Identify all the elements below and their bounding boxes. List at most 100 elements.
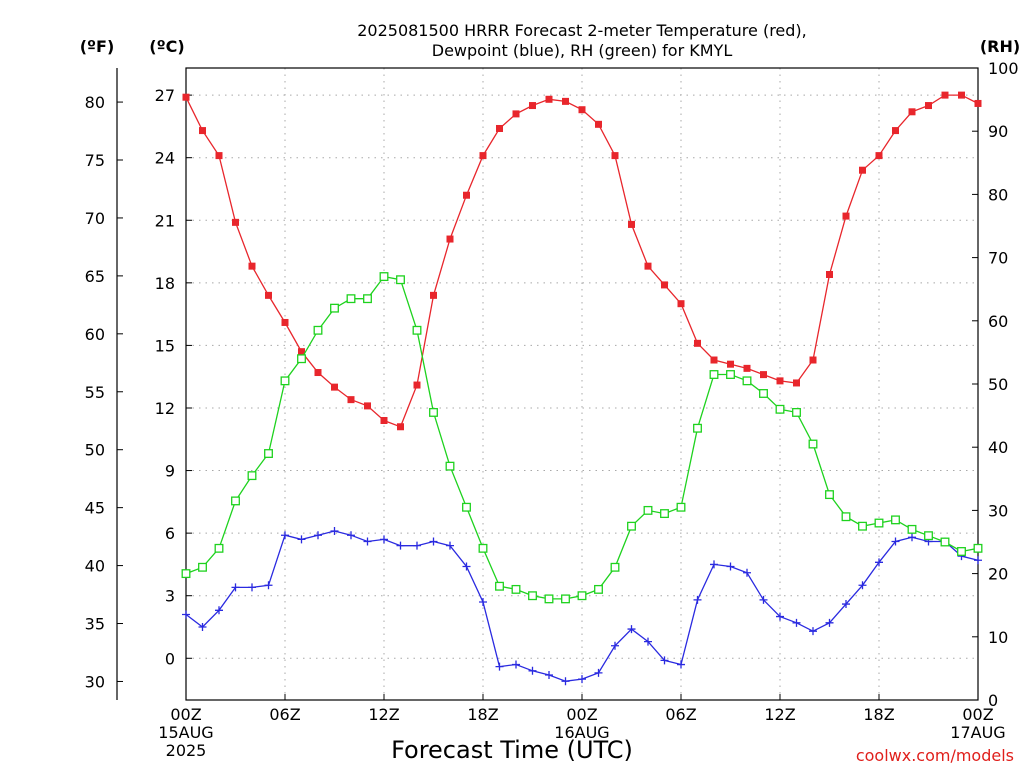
data-point — [726, 370, 735, 379]
fahrenheit-tick-label: 55 — [85, 383, 105, 402]
data-point — [644, 262, 652, 270]
plot-frame — [185, 67, 979, 701]
data-point — [198, 562, 207, 572]
celsius-tick-label: 18 — [155, 274, 175, 293]
data-point — [380, 535, 388, 544]
data-point — [594, 668, 603, 677]
rh-tick-label: 70 — [988, 249, 1008, 268]
data-point — [825, 490, 834, 500]
data-point — [462, 502, 471, 512]
data-point — [562, 97, 569, 105]
time-tick-label: 15AUG — [158, 723, 213, 742]
data-point — [578, 106, 586, 114]
data-point — [314, 369, 322, 377]
data-point — [908, 533, 916, 542]
data-point — [644, 637, 652, 646]
data-point — [297, 535, 306, 544]
data-point — [396, 541, 405, 550]
time-tick-label: 18Z — [863, 705, 894, 724]
data-point — [858, 521, 867, 531]
data-point — [413, 541, 421, 550]
gridlines — [186, 68, 978, 700]
data-point — [495, 662, 504, 671]
data-point — [380, 417, 388, 425]
data-point — [479, 152, 487, 160]
data-point — [544, 594, 554, 604]
data-point — [331, 383, 338, 391]
data-point — [232, 218, 239, 226]
fahrenheit-tick-label: 45 — [85, 499, 105, 518]
data-point — [908, 108, 916, 116]
time-tick-label: 06Z — [269, 705, 300, 724]
fahrenheit-tick-label: 65 — [85, 267, 105, 286]
data-point — [281, 531, 289, 540]
data-point — [958, 91, 965, 99]
data-point — [792, 407, 801, 417]
x-axis-label: Forecast Time (UTC) — [391, 736, 633, 764]
data-point — [776, 612, 784, 621]
data-point — [693, 595, 702, 604]
data-point — [529, 102, 536, 110]
fahrenheit-tick-label: 40 — [85, 557, 105, 576]
fahrenheit-tick-label: 60 — [85, 325, 105, 344]
data-point — [627, 521, 636, 531]
data-point — [363, 537, 372, 546]
data-point — [727, 360, 734, 368]
data-point — [891, 515, 900, 525]
rh-tick-label: 40 — [988, 438, 1008, 457]
data-point — [676, 502, 686, 512]
data-point — [643, 505, 653, 515]
data-point — [528, 666, 537, 675]
data-point — [874, 518, 884, 528]
data-point — [726, 562, 735, 571]
data-point — [677, 300, 685, 308]
time-tick-label: 06Z — [665, 705, 696, 724]
data-point — [397, 423, 404, 431]
chart-title: 2025081500 HRRR Forecast 2-meter Tempera… — [357, 21, 807, 60]
data-point — [611, 152, 619, 160]
data-point — [627, 625, 636, 634]
rh-tick-label: 100 — [988, 59, 1019, 78]
fahrenheit-tick-label: 80 — [85, 93, 105, 112]
data-point — [808, 439, 818, 449]
data-point — [610, 562, 620, 572]
data-point — [710, 560, 718, 569]
data-point — [181, 569, 191, 579]
data-point — [231, 583, 240, 592]
data-point — [710, 356, 718, 364]
data-point — [248, 262, 256, 270]
data-point — [561, 594, 570, 604]
rh-tick-label: 10 — [988, 628, 1008, 647]
series-2 — [181, 272, 983, 604]
data-point — [595, 120, 602, 128]
data-point — [280, 376, 290, 386]
fahrenheit-tick-label: 50 — [85, 441, 105, 460]
data-point — [578, 675, 586, 684]
time-tick-label: 2025 — [166, 741, 207, 760]
fahrenheit-tick-label: 70 — [85, 209, 105, 228]
chart-title-line-1: 2025081500 HRRR Forecast 2-meter Tempera… — [357, 21, 807, 40]
data-point — [545, 95, 553, 103]
rh-axis-header: (RH) — [980, 37, 1020, 56]
data-point — [925, 102, 932, 110]
data-point — [660, 509, 669, 519]
data-point — [660, 656, 669, 665]
data-point — [826, 270, 833, 278]
data-point — [445, 461, 455, 471]
data-point — [182, 610, 190, 619]
time-tick-label: 16AUG — [554, 723, 609, 742]
data-point — [907, 524, 917, 534]
data-point — [759, 389, 768, 398]
rh-tick-label: 90 — [988, 122, 1008, 141]
data-point — [974, 99, 982, 107]
data-point — [198, 622, 207, 631]
time-tick-label: 18Z — [467, 705, 498, 724]
data-point — [214, 543, 224, 553]
data-point — [875, 558, 883, 567]
data-point — [776, 377, 784, 385]
fahrenheit-axis-header: (ºF) — [80, 37, 115, 56]
series-line — [185, 530, 979, 682]
data-point — [313, 325, 323, 335]
data-point — [760, 371, 767, 379]
